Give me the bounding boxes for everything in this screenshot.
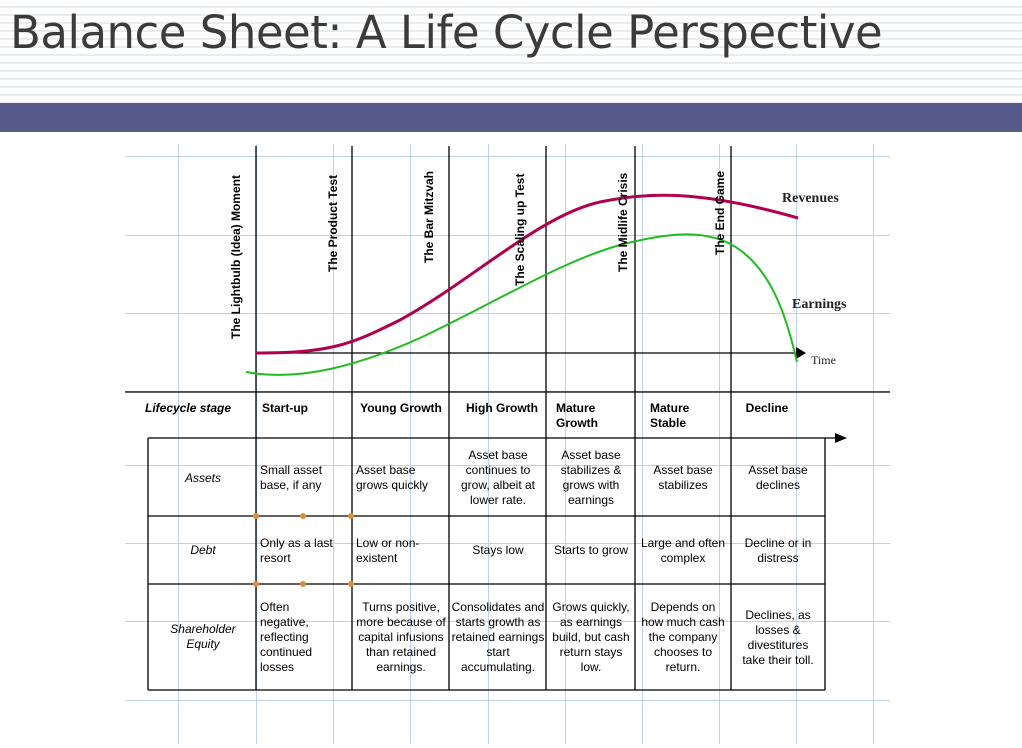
table-cell: Asset base grows quickly <box>356 462 429 492</box>
table-cell: Grows quickly, as earnings build, but ca… <box>552 600 630 674</box>
grid-line <box>125 235 890 236</box>
grid-line <box>565 144 566 744</box>
table-cell: Asset base stabilizes <box>653 462 713 492</box>
grid-line <box>719 144 720 744</box>
milestone-label: The Lightbulb (Idea) Moment <box>229 175 243 339</box>
revenues-curve <box>255 193 799 355</box>
marker-dot <box>253 513 259 519</box>
table-cell: Stays low <box>472 543 524 557</box>
figure-background <box>0 132 1022 748</box>
milestone-label: The Bar Mitzvah <box>422 170 436 263</box>
earnings-label: Earnings <box>792 297 847 312</box>
row-label-debt: Debt <box>190 543 216 557</box>
stage-young-growth: Young Growth <box>360 401 442 415</box>
earnings-curve <box>245 233 798 376</box>
grid-line <box>178 144 179 744</box>
grid-line <box>796 144 797 744</box>
table-cell: Declines, as losses & divestitures take … <box>742 607 814 667</box>
grid-line <box>333 144 334 744</box>
stage-high-growth: High Growth <box>466 401 538 415</box>
stage-mature-stable: Mature Stable <box>650 401 690 430</box>
title-band <box>0 103 1022 132</box>
table-cell: Asset base continues to grow, albeit at … <box>460 447 536 507</box>
time-label: Time <box>811 353 836 367</box>
table-cell: Small asset base, if any <box>260 462 323 492</box>
milestone-label: The End Game <box>713 170 727 255</box>
table-cell: Only as a last resort <box>260 535 333 565</box>
table-cell: Starts to grow <box>553 543 629 557</box>
table-cell: Turns positive, more because of capital … <box>356 600 446 674</box>
row-label-assets: Assets <box>184 471 221 485</box>
table-cell: Asset base declines <box>748 462 808 492</box>
grid-line <box>125 621 890 622</box>
milestone-label: The Midlife Crisis <box>616 172 630 272</box>
table-cell: Depends on how much cash the company cho… <box>641 600 725 674</box>
grid-line <box>873 144 874 744</box>
marker-dot <box>300 581 306 587</box>
grid-line <box>125 543 890 544</box>
marker-dot <box>300 513 306 519</box>
milestone-label: The Scaling up Test <box>513 173 527 286</box>
table-cell: Decline or in distress <box>744 535 812 565</box>
stage-startup: Start-up <box>262 401 308 415</box>
table-cell: Often negative, reflecting continued los… <box>260 600 313 674</box>
stage-mature-growth: Mature Growth <box>556 401 598 430</box>
grid-line <box>125 465 890 466</box>
milestone-label: The Product Test <box>326 174 340 272</box>
marker-dot <box>348 581 354 587</box>
marker-dot <box>348 513 354 519</box>
table-arrow-head <box>835 433 847 443</box>
grid-line <box>642 144 643 744</box>
table-cell: Large and often complex <box>640 535 726 565</box>
lifecycle-stage-header: Lifecycle stage <box>145 401 232 415</box>
revenues-label: Revenues <box>782 191 839 206</box>
stage-decline: Decline <box>745 401 789 415</box>
table-cell: Asset base stabilizes & grows with earni… <box>560 447 622 507</box>
marker-dot <box>253 581 259 587</box>
grid-line <box>125 700 890 701</box>
grid-line <box>125 156 890 157</box>
grid-line <box>125 313 890 314</box>
grid-line <box>488 144 489 744</box>
table-cell: Low or non-existent <box>356 535 420 565</box>
slide-title: Balance Sheet: A Life Cycle Perspective <box>10 6 883 59</box>
grid-line <box>410 144 411 744</box>
time-axis-arrow <box>796 347 806 359</box>
row-label-shareholder-equity: Shareholder Equity <box>170 622 236 651</box>
table-cell: Consolidates and starts growth as retain… <box>451 600 545 674</box>
